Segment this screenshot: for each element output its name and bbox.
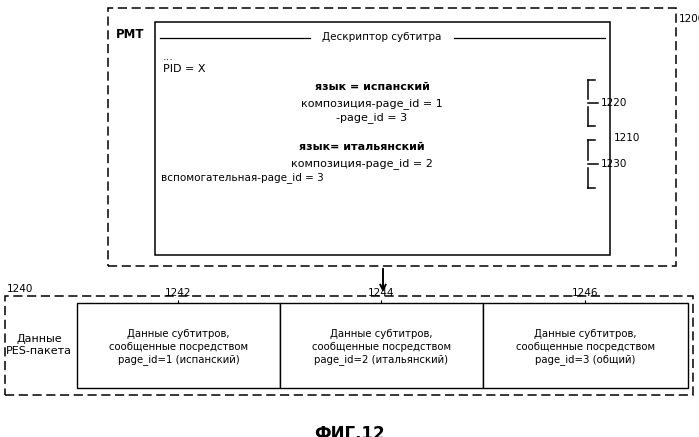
Text: язык= итальянский: язык= итальянский	[299, 142, 425, 152]
Text: ФИГ.12: ФИГ.12	[314, 425, 384, 437]
Text: 1240: 1240	[7, 284, 34, 294]
Bar	[77, 303, 280, 388]
Text: 1200: 1200	[679, 14, 699, 24]
Text: 1210: 1210	[614, 133, 640, 143]
Text: композиция-page_id = 2: композиция-page_id = 2	[291, 158, 433, 169]
Bar	[108, 8, 676, 266]
Text: вспомогательная-page_id = 3: вспомогательная-page_id = 3	[161, 172, 324, 183]
Bar	[280, 303, 483, 388]
Text: ...: ...	[163, 52, 174, 62]
Bar	[5, 296, 693, 395]
Bar	[483, 303, 688, 388]
Text: PMT: PMT	[116, 28, 145, 41]
Text: Данные субтитров,
сообщенные посредством
page_id=2 (итальянский): Данные субтитров, сообщенные посредством…	[312, 329, 451, 365]
Bar	[155, 22, 610, 255]
Text: 1244: 1244	[368, 288, 395, 298]
Text: композиция-page_id = 1: композиция-page_id = 1	[301, 98, 443, 109]
Text: язык = испанский: язык = испанский	[315, 82, 429, 92]
Text: PID = X: PID = X	[163, 64, 206, 74]
Text: Данные субтитров,
сообщенные посредством
page_id=3 (общий): Данные субтитров, сообщенные посредством…	[516, 329, 655, 365]
Text: 1242: 1242	[165, 288, 192, 298]
Text: Данные
PES-пакета: Данные PES-пакета	[6, 334, 72, 356]
Text: Данные субтитров,
сообщенные посредством
page_id=1 (испанский): Данные субтитров, сообщенные посредством…	[109, 329, 248, 365]
Text: 1230: 1230	[601, 159, 628, 169]
Text: 1220: 1220	[601, 98, 628, 108]
Text: -page_id = 3: -page_id = 3	[336, 112, 408, 123]
Text: Дескриптор субтитра: Дескриптор субтитра	[322, 32, 442, 42]
Text: 1246: 1246	[572, 288, 599, 298]
